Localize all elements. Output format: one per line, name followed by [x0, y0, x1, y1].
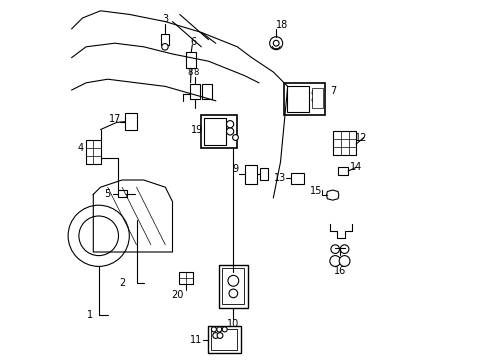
- Circle shape: [330, 245, 339, 253]
- Bar: [125, 113, 136, 130]
- Circle shape: [222, 327, 227, 332]
- Circle shape: [227, 275, 238, 286]
- Text: 20: 20: [171, 290, 183, 300]
- Circle shape: [273, 40, 279, 46]
- Text: 13: 13: [274, 173, 286, 183]
- Circle shape: [269, 37, 282, 50]
- Bar: [284, 83, 325, 115]
- Text: 17: 17: [108, 114, 121, 124]
- Text: 5: 5: [104, 189, 111, 199]
- Bar: [337, 167, 347, 175]
- Text: 12: 12: [355, 132, 367, 143]
- Text: 18: 18: [275, 20, 287, 30]
- Circle shape: [232, 135, 238, 140]
- Bar: [179, 272, 192, 284]
- Circle shape: [79, 216, 118, 256]
- Bar: [222, 268, 244, 304]
- Bar: [202, 84, 212, 99]
- Bar: [311, 88, 322, 108]
- Bar: [290, 173, 304, 184]
- Text: 19: 19: [190, 125, 203, 135]
- Bar: [244, 165, 256, 184]
- Bar: [186, 52, 196, 68]
- Text: 16: 16: [333, 266, 346, 276]
- Circle shape: [217, 333, 223, 338]
- Text: 7: 7: [330, 86, 336, 96]
- Text: 14: 14: [349, 162, 362, 172]
- Circle shape: [216, 327, 222, 332]
- Circle shape: [311, 89, 319, 96]
- Text: 8: 8: [193, 68, 198, 77]
- Bar: [332, 131, 355, 155]
- Circle shape: [226, 121, 233, 128]
- Text: 4: 4: [78, 143, 84, 153]
- Bar: [204, 118, 225, 145]
- Text: 11: 11: [189, 335, 202, 345]
- Bar: [201, 115, 237, 148]
- Bar: [161, 34, 168, 45]
- Circle shape: [226, 128, 233, 135]
- Bar: [211, 329, 237, 350]
- Circle shape: [211, 327, 216, 332]
- Text: 15: 15: [310, 186, 322, 196]
- Circle shape: [212, 333, 218, 338]
- Bar: [118, 190, 126, 197]
- Text: 8: 8: [187, 68, 192, 77]
- Bar: [259, 168, 267, 180]
- Bar: [286, 86, 308, 112]
- Bar: [86, 140, 101, 164]
- Text: 3: 3: [162, 14, 168, 24]
- Bar: [189, 84, 200, 99]
- Circle shape: [228, 289, 237, 298]
- Circle shape: [311, 96, 319, 104]
- Circle shape: [339, 256, 349, 266]
- Bar: [208, 326, 241, 353]
- Circle shape: [162, 44, 168, 50]
- Circle shape: [340, 245, 348, 253]
- Bar: [219, 265, 247, 308]
- Text: 2: 2: [119, 278, 125, 288]
- Circle shape: [329, 256, 340, 266]
- Text: 6: 6: [190, 37, 196, 47]
- Text: 10: 10: [227, 319, 239, 329]
- Text: 9: 9: [232, 164, 238, 174]
- Circle shape: [68, 205, 129, 266]
- Text: 1: 1: [86, 310, 93, 320]
